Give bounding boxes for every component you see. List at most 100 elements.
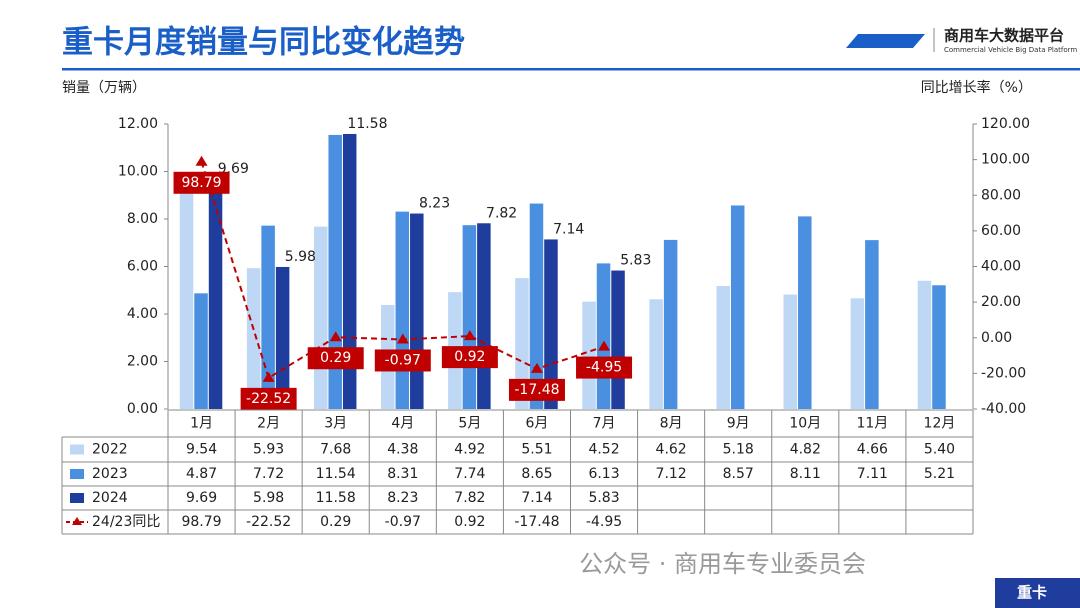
bar-label: 5.83 bbox=[620, 253, 651, 269]
table-cell: 5.83 bbox=[588, 490, 619, 506]
logo-name: 商用车大数据平台 bbox=[944, 27, 1064, 45]
line-label: -17.48 bbox=[514, 382, 559, 398]
line-marker bbox=[463, 330, 476, 341]
bar bbox=[342, 133, 357, 409]
line-label: 0.92 bbox=[454, 349, 485, 365]
table-cell: 6.13 bbox=[588, 466, 619, 482]
line-label-box bbox=[441, 346, 498, 369]
bar-label: 5.98 bbox=[285, 249, 316, 265]
table-cell: 7.68 bbox=[320, 442, 351, 458]
bar bbox=[462, 225, 477, 409]
bar bbox=[395, 211, 410, 409]
x-tick-label: 10月 bbox=[789, 416, 821, 432]
y2-tick-label: 80.00 bbox=[981, 187, 1021, 203]
table-cell: -22.52 bbox=[246, 514, 291, 530]
bar bbox=[582, 301, 596, 409]
bar bbox=[410, 213, 424, 409]
bar-label: 8.23 bbox=[419, 196, 450, 212]
legend-swatch bbox=[70, 444, 84, 455]
bar bbox=[544, 239, 558, 409]
table-cell: 7.14 bbox=[521, 490, 552, 506]
bar bbox=[611, 270, 625, 409]
table-cell: 4.82 bbox=[790, 442, 821, 458]
table-cell: -4.95 bbox=[586, 514, 622, 530]
x-tick-label: 3月 bbox=[324, 416, 347, 432]
y-tick-label: 0.00 bbox=[127, 401, 158, 417]
logo-mark bbox=[846, 34, 925, 48]
bar bbox=[194, 293, 208, 409]
y-tick-label: 6.00 bbox=[127, 259, 158, 275]
bar bbox=[865, 240, 879, 409]
table-cell: 11.54 bbox=[316, 466, 356, 482]
x-tick-label: 6月 bbox=[525, 416, 548, 432]
table-cell: 5.40 bbox=[924, 442, 955, 458]
bar bbox=[649, 299, 663, 409]
line-label-box bbox=[508, 378, 565, 401]
table-cell: 8.11 bbox=[790, 466, 821, 482]
y-axis-label: 销量（万辆） bbox=[62, 80, 146, 96]
table-cell: 0.92 bbox=[454, 514, 485, 530]
line-marker bbox=[195, 155, 208, 166]
bar bbox=[246, 268, 261, 409]
header-rule bbox=[62, 68, 1080, 71]
line-label-box bbox=[307, 347, 364, 370]
page-title: 重卡月度销量与同比变化趋势 bbox=[62, 25, 465, 61]
line-label-box bbox=[240, 387, 297, 410]
legend-label: 2024 bbox=[92, 490, 128, 506]
table-cell: 5.51 bbox=[521, 442, 552, 458]
bar bbox=[208, 178, 223, 409]
x-tick-label: 8月 bbox=[660, 416, 683, 432]
legend-label: 24/23同比 bbox=[92, 514, 160, 530]
y-tick-label: 4.00 bbox=[127, 306, 158, 322]
line-label: -0.97 bbox=[385, 352, 421, 368]
bar bbox=[730, 205, 745, 409]
y2-tick-label: 100.00 bbox=[981, 152, 1030, 168]
table-cell: -0.97 bbox=[385, 514, 421, 530]
table-cell: 4.66 bbox=[857, 442, 888, 458]
y2-tick-label: -40.00 bbox=[981, 401, 1026, 417]
line-marker bbox=[598, 340, 611, 351]
line-label: -4.95 bbox=[586, 360, 622, 376]
x-tick-label: 12月 bbox=[924, 416, 956, 432]
bar bbox=[917, 280, 932, 409]
bar bbox=[313, 226, 328, 409]
y2-tick-label: 120.00 bbox=[981, 116, 1030, 132]
line-label-box bbox=[173, 171, 230, 194]
x-tick-label: 7月 bbox=[593, 416, 616, 432]
bar-label: 11.58 bbox=[347, 116, 387, 132]
line-marker bbox=[396, 333, 409, 344]
y2-tick-label: 40.00 bbox=[981, 259, 1021, 275]
legend-swatch bbox=[70, 493, 84, 503]
bar bbox=[515, 278, 529, 409]
table-cell: -17.48 bbox=[514, 514, 559, 530]
x-tick-label: 1月 bbox=[190, 416, 213, 432]
bar bbox=[663, 239, 678, 409]
y2-axis-label: 同比增长率（%） bbox=[921, 79, 1032, 96]
legend-swatch bbox=[70, 469, 84, 479]
line-marker bbox=[329, 331, 342, 342]
chart: 0.00 2.00 4.00 6.00 8.00 10.00 12.00 -40.00 -20.… bbox=[61, 116, 1030, 535]
bar-label: 7.14 bbox=[553, 221, 584, 237]
bar bbox=[179, 182, 194, 409]
y-tick-label: 12.00 bbox=[118, 116, 158, 132]
table-cell: 5.18 bbox=[723, 442, 754, 458]
legend-marker bbox=[72, 517, 82, 525]
y2-tick-label: -20.00 bbox=[981, 365, 1026, 381]
logo-sub: Commercial Vehicle Big Data Platform bbox=[944, 46, 1077, 54]
table-cell: 4.62 bbox=[656, 442, 687, 458]
table-cell: 4.38 bbox=[387, 442, 418, 458]
bar bbox=[529, 203, 544, 409]
logo: 商用车大数据平台 Commercial Vehicle Big Data Pla… bbox=[846, 27, 1077, 54]
bar bbox=[932, 285, 946, 409]
table-cell: 7.72 bbox=[253, 466, 284, 482]
tag: 重卡 bbox=[1017, 584, 1047, 602]
table-cell: 8.31 bbox=[387, 466, 418, 482]
table-cell: 0.29 bbox=[320, 514, 351, 530]
watermark: 公众号 · 商用车专业委员会 bbox=[579, 550, 866, 578]
table-cell: 4.92 bbox=[454, 442, 485, 458]
table-cell: 7.12 bbox=[656, 466, 687, 482]
x-tick-label: 9月 bbox=[727, 416, 750, 432]
table-cell: 4.87 bbox=[186, 466, 217, 482]
x-tick-label: 5月 bbox=[458, 416, 481, 432]
